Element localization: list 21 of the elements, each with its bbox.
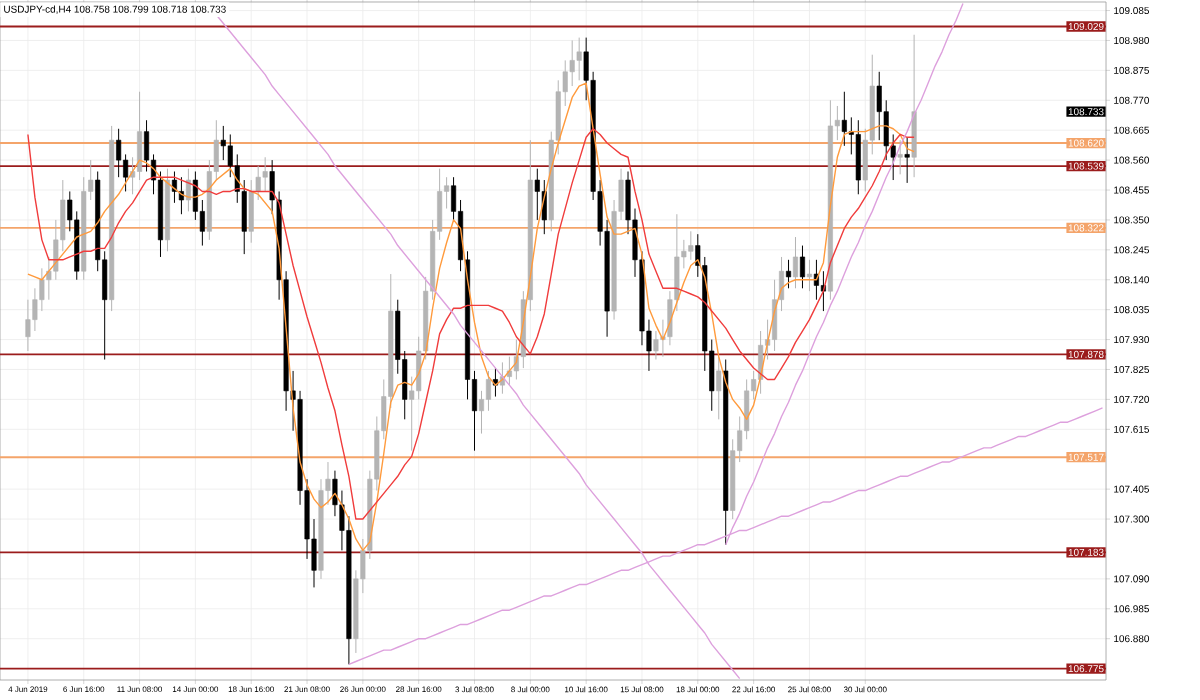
candlestick xyxy=(806,259,812,292)
candlestick xyxy=(855,119,861,195)
candlestick xyxy=(799,245,805,289)
candlestick xyxy=(785,259,792,289)
candlestick xyxy=(897,139,903,175)
candlestick xyxy=(876,71,882,141)
candlestick xyxy=(813,259,819,301)
candlestick xyxy=(178,176,184,215)
candlestick xyxy=(220,125,226,161)
candlestick xyxy=(688,230,694,261)
candlestick xyxy=(792,236,799,289)
candlestick xyxy=(262,156,268,192)
candlestick xyxy=(137,91,143,181)
candlestick xyxy=(841,91,847,147)
candlestick xyxy=(576,37,582,81)
candlestick xyxy=(911,34,917,178)
candlestick xyxy=(904,136,910,184)
candlestick xyxy=(485,370,491,412)
candlestick xyxy=(716,356,722,420)
candlestick xyxy=(534,168,540,221)
candlestick xyxy=(248,179,254,244)
